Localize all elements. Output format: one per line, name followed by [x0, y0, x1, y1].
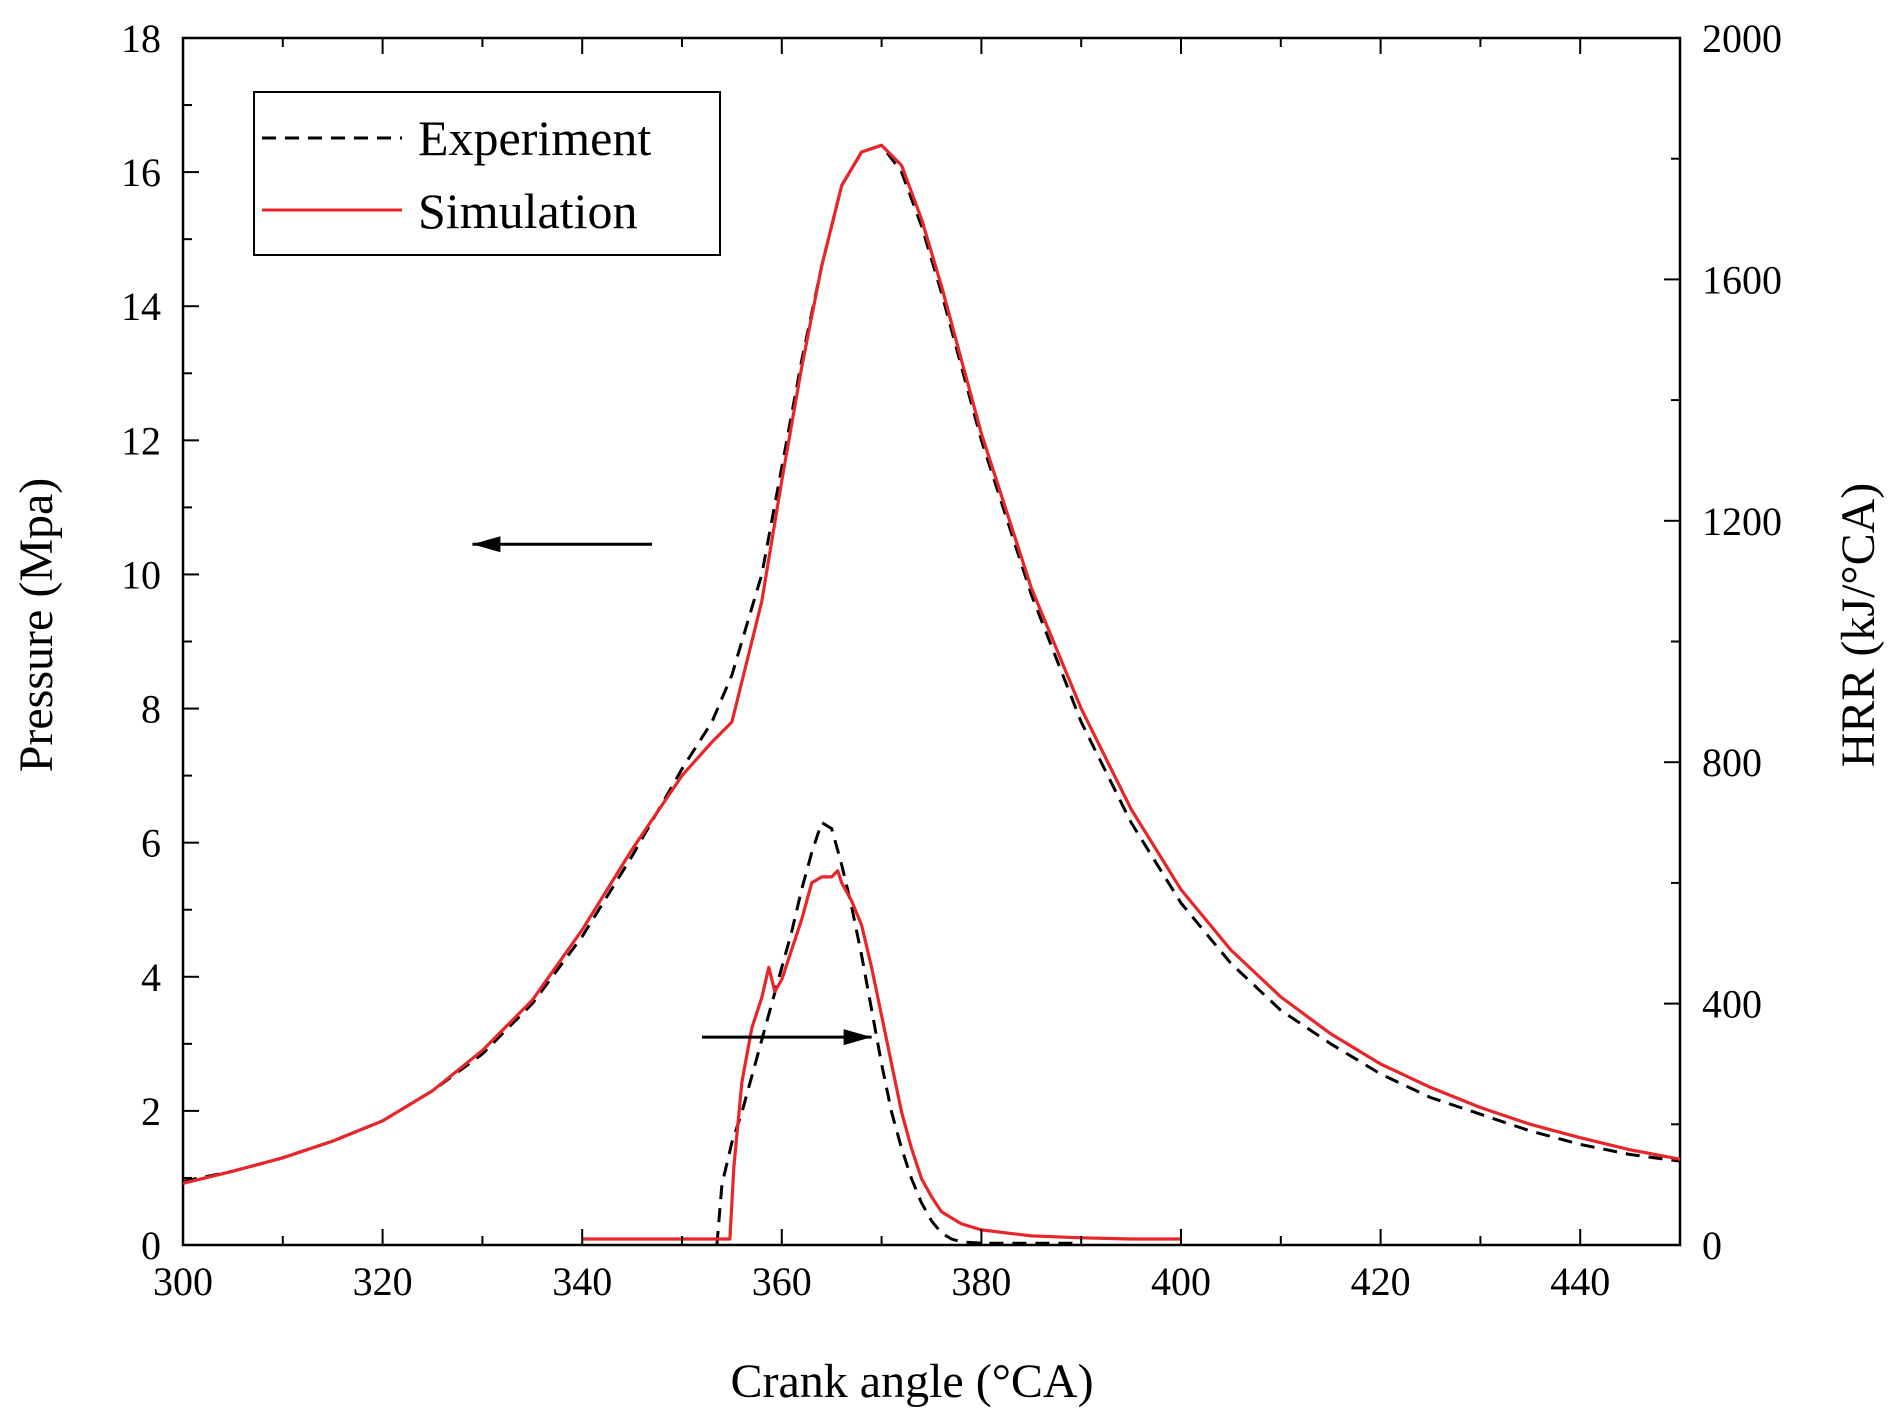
y-tick-label: 10	[121, 552, 161, 597]
legend-label-experiment: Experiment	[418, 110, 651, 166]
y2-tick-label: 400	[1702, 982, 1762, 1027]
x-tick-label: 320	[353, 1259, 413, 1304]
x-tick-label: 400	[1151, 1259, 1211, 1304]
pressure-experiment-line	[182, 143, 1681, 1183]
pressure-simulation-line	[182, 143, 1681, 1185]
y-tick-label: 2	[141, 1089, 161, 1134]
left-axis-arrow-head	[472, 536, 501, 553]
y-tick-label: 6	[141, 821, 161, 866]
y-tick-label: 8	[141, 687, 161, 732]
x-axis-title: Crank angle (°CA)	[730, 1355, 1093, 1408]
y-tick-label: 18	[121, 16, 161, 61]
y-tick-label: 12	[121, 418, 161, 463]
legend-box	[253, 91, 721, 256]
y2-tick-label: 0	[1702, 1223, 1722, 1268]
y-axis-title: Pressure (Mpa)	[10, 478, 63, 773]
y-tick-label: 0	[141, 1223, 161, 1268]
x-tick-label: 380	[951, 1259, 1011, 1304]
y2-tick-label: 1600	[1702, 257, 1782, 302]
x-tick-label: 360	[752, 1259, 812, 1304]
y-tick-label: 4	[141, 955, 161, 1000]
hrr-experiment-line	[715, 821, 1082, 1246]
axes-layer: 300 320 340 360 380 400 420 440 0 2 4 6 8 10 12 14 16 18 0…	[121, 16, 1782, 1304]
y2-tick-label: 800	[1702, 740, 1762, 785]
right-axis-arrow-head	[843, 1029, 872, 1046]
x-tick-label: 420	[1351, 1259, 1411, 1304]
annotation-layer	[472, 536, 872, 1046]
x-tick-label: 300	[153, 1259, 213, 1304]
y2-axis-title: HRR (kJ/°CA)	[1832, 483, 1885, 768]
legend: Experiment Simulation	[253, 91, 721, 256]
x-tick-label: 340	[552, 1259, 612, 1304]
y-tick-label: 16	[121, 150, 161, 195]
legend-label-simulation: Simulation	[418, 183, 637, 239]
series-layer	[182, 143, 1681, 1246]
hrr-simulation-line	[582, 869, 1181, 1241]
y2-tick-label: 2000	[1702, 16, 1782, 61]
y2-tick-label: 1200	[1702, 499, 1782, 544]
x-tick-label: 440	[1550, 1259, 1610, 1304]
y-tick-label: 14	[121, 284, 161, 329]
